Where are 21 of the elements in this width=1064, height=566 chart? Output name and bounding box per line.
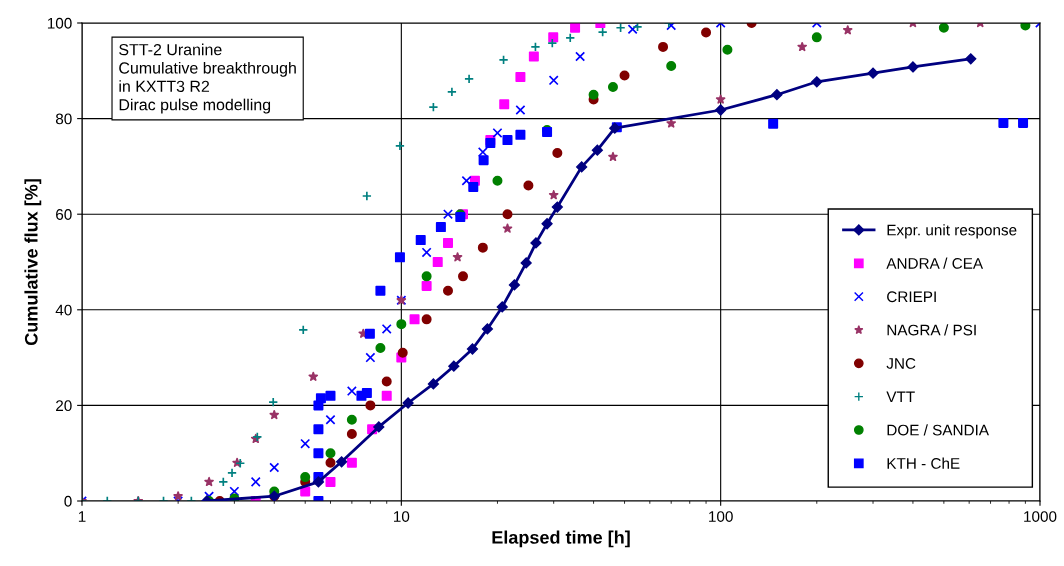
legend-label: ANDRA / CEA bbox=[886, 257, 984, 269]
legend-label: Expr. unit response bbox=[887, 224, 1017, 239]
x-tick-label: 1 bbox=[78, 511, 86, 522]
y-tick-label: 20 bbox=[56, 400, 72, 412]
y-tick-label: 80 bbox=[55, 113, 72, 125]
x-axis-title: Elapsed time [h] bbox=[492, 530, 630, 548]
legend-label: KTH - ChE bbox=[887, 457, 960, 469]
legend-label: DOE / SANDIA bbox=[887, 424, 989, 436]
annotation: STT-2 Uranine Cumulative breakthrough in KXTT3 R2 Dirac pulse modelling bbox=[119, 43, 296, 114]
legend-label: JNC bbox=[886, 357, 916, 369]
y-tick-label: 40 bbox=[55, 304, 72, 316]
y-tick-label: 100 bbox=[47, 17, 72, 29]
y-tick-label: 0 bbox=[64, 495, 72, 507]
y-axis-title: Cumulative flux [%] bbox=[24, 179, 42, 346]
legend-label: NAGRA / PSI bbox=[887, 324, 976, 336]
y-tick-label: 60 bbox=[56, 209, 72, 220]
x-tick-label: 100 bbox=[709, 511, 733, 522]
x-tick-label: 10 bbox=[394, 511, 410, 522]
x-tick-label: 1000 bbox=[1024, 511, 1057, 522]
legend-label: CRIEPI bbox=[887, 291, 936, 303]
legend-label: VTT bbox=[886, 391, 915, 402]
